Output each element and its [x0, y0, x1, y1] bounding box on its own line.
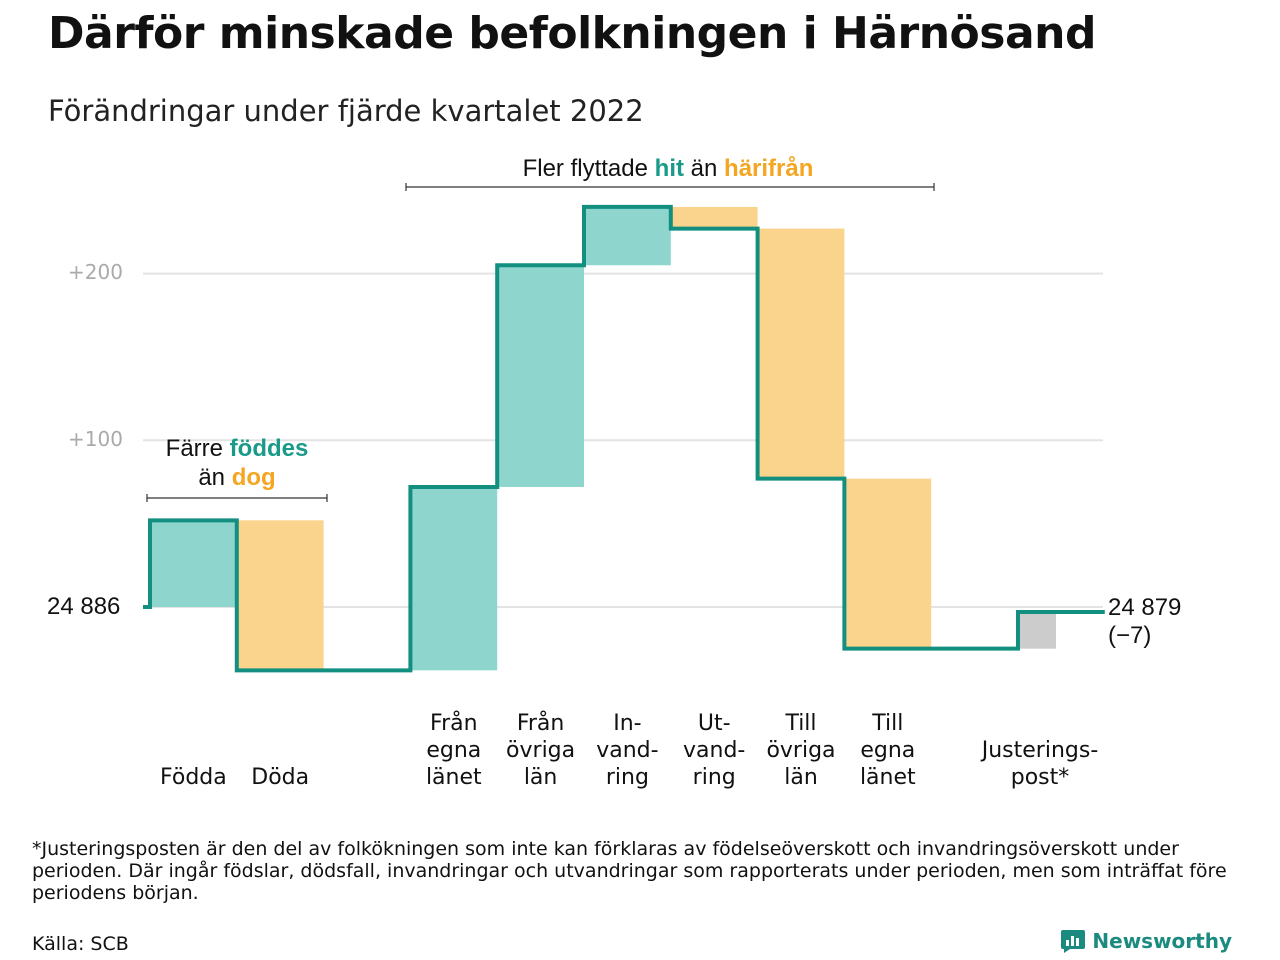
category-label: Från: [517, 710, 565, 736]
category-label: Döda: [251, 765, 309, 790]
category-label: länet: [860, 765, 916, 790]
waterfall-bar: [497, 265, 584, 487]
category-label: vand-: [596, 738, 658, 763]
brand-name: Newsworthy: [1092, 929, 1232, 953]
births-annotation-prefix: Färre: [166, 435, 223, 462]
births-annotation-bracket: [146, 494, 328, 502]
start-value-label: 24 886: [47, 593, 120, 620]
births-annotation-line1: Färre föddes: [166, 435, 309, 462]
category-label: Justerings-: [980, 738, 1099, 763]
footnote: *Justeringsposten är den del av folkökni…: [32, 838, 1227, 904]
waterfall-bar: [410, 486, 498, 671]
category-label: Från: [430, 710, 478, 736]
category-label: Ut-: [698, 711, 731, 736]
waterfall-bar: [844, 478, 932, 649]
births-annotation-highlight-births: föddes: [230, 435, 309, 462]
end-value-label: 24 879: [1108, 594, 1181, 621]
category-label: län: [784, 765, 818, 790]
cumulative-step-line: [143, 204, 1105, 673]
migration-annotation-mid: än: [691, 155, 718, 182]
births-annotation-line2: än dog: [198, 464, 275, 491]
category-label: post*: [1011, 765, 1070, 790]
category-label: övriga: [506, 738, 575, 763]
category-label: In-: [613, 711, 641, 736]
category-label: ring: [693, 765, 736, 790]
category-label: Födda: [160, 765, 227, 790]
end-change-label: (−7): [1108, 622, 1151, 649]
migration-annotation-highlight-out: härifrån: [724, 155, 813, 182]
category-label: övriga: [766, 738, 835, 763]
category-label: länet: [426, 765, 482, 790]
category-label: egna: [426, 738, 481, 763]
category-label: ring: [606, 765, 649, 790]
chart-subtitle: Förändringar under fjärde kvartalet 2022: [48, 94, 644, 128]
waterfall-bar: [150, 520, 237, 607]
waterfall-bar: [236, 520, 324, 671]
migration-annotation: Fler flyttade hit än härifrån: [523, 155, 814, 182]
births-annotation-highlight-deaths: dog: [232, 464, 276, 491]
waterfall-bar: [670, 206, 758, 229]
y-tick-label: +100: [68, 427, 123, 451]
waterfall-bar: [584, 206, 671, 266]
category-label: län: [524, 765, 558, 790]
brand-logo: Newsworthy: [1060, 928, 1232, 954]
waterfall-chart: +200 +100 24 886 24 879 (−7) Färre födde…: [47, 155, 1181, 790]
source-label: Källa: SCB: [32, 933, 129, 955]
y-tick-label: +200: [68, 260, 123, 284]
migration-annotation-bracket: [405, 183, 935, 191]
category-label: vand-: [683, 738, 745, 763]
chart-title: Därför minskade befolkningen i Härnösand: [48, 8, 1097, 59]
newsworthy-logo-icon: [1061, 930, 1086, 953]
births-annotation-mid: än: [198, 464, 225, 491]
category-label: egna: [860, 738, 915, 763]
waterfall-bar: [757, 228, 845, 479]
category-label: Till: [871, 711, 903, 736]
migration-annotation-prefix: Fler flyttade: [523, 155, 648, 182]
migration-annotation-highlight-in: hit: [655, 155, 684, 182]
category-label: Till: [784, 711, 816, 736]
waterfall-bar: [1018, 612, 1056, 649]
